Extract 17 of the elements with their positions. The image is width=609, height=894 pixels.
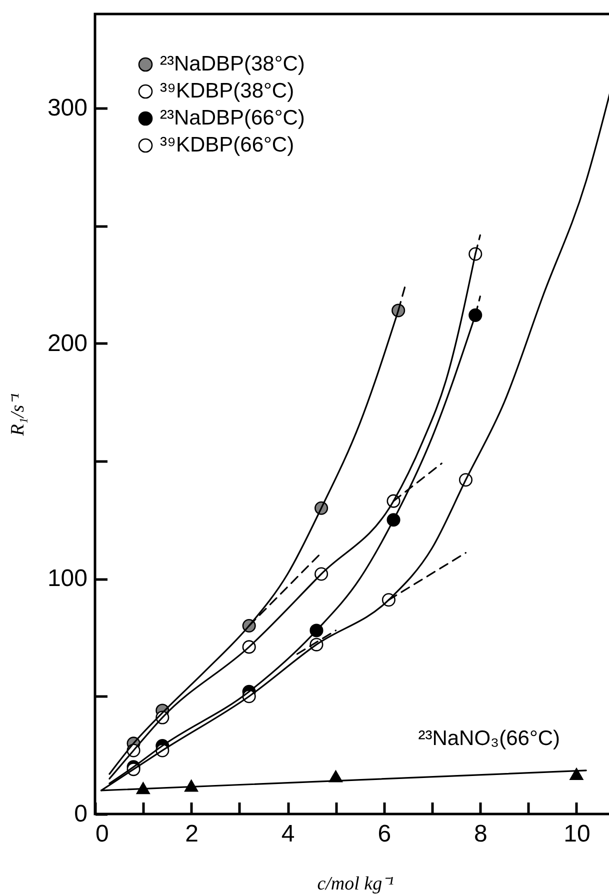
x-tick-label: 6 (378, 820, 392, 848)
annotation: ²³NaNO₃(66°C) (418, 727, 560, 750)
y-tick-label: 200 (47, 330, 88, 357)
y-tick-label: 0 (74, 800, 88, 828)
x-tick-label: 4 (281, 820, 295, 848)
y-tick-label: 100 (47, 565, 88, 592)
x-axis-title: c/mol kg⁻¹ (317, 874, 394, 894)
x-tick-label: 8 (474, 820, 488, 848)
x-tick-label: 0 (96, 820, 109, 848)
x-tick-label: 10 (564, 820, 590, 848)
legend-label: ²³NaDBP(66°C) (160, 106, 305, 130)
legend-label: ³⁹KDBP(38°C) (160, 80, 294, 102)
y-tick-label: 300 (47, 94, 88, 122)
legend-label: ³⁹KDBP(66°C) (160, 134, 294, 156)
x-tick-label: 2 (185, 820, 198, 848)
legend-label: ²³NaDBP(38°C) (160, 52, 305, 76)
y-axis-title: R₁/s⁻¹ (7, 392, 28, 437)
